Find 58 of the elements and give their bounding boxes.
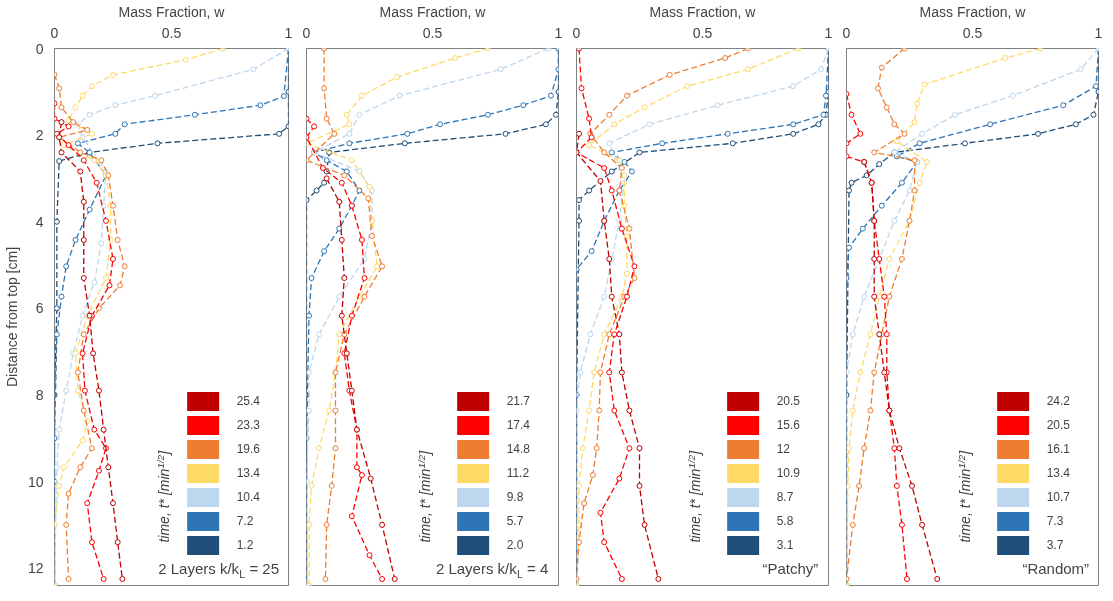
y-tick-label: 8 [35,386,44,403]
text: 13.4 [1046,466,1070,480]
x-tick-label: 1 [824,24,833,41]
x-tick-label: 0.5 [962,24,983,41]
y-tick-label: 4 [35,213,44,230]
x-tick-label: 0 [842,24,851,41]
x-tick-label: 0 [302,24,311,41]
legend-title: time, t* [min1/2] [955,449,973,543]
text: 7.3 [1046,514,1065,528]
legend-title: time, t* [min1/2] [685,449,703,543]
x-tick-label: 0.5 [161,24,182,41]
legend-label: 19.6 [236,442,260,456]
text: 3.7 [1046,538,1065,552]
y-tick-label: 10 [27,473,44,490]
x-axis-title: Mass Fraction, w [919,3,1027,20]
y-tick-label: 0 [35,40,44,57]
text: 10.7 [1046,490,1070,504]
annotation: “Random” [1022,560,1090,578]
text: 24.2 [1046,394,1070,408]
text: 5.7 [506,514,525,528]
x-axis-title: Mass Fraction, w [118,3,226,20]
y-axis-title: Distance from top [cm] [3,246,20,388]
y-tick-label: 2 [35,127,44,144]
text: 21.7 [506,394,530,408]
legend-label: 5.8 [776,514,795,528]
x-tick-label: 0 [50,24,59,41]
text: 20.5 [1046,418,1070,432]
legend-label: 13.4 [236,466,260,480]
legend-label: 15.6 [776,418,800,432]
legend-label: 20.5 [776,394,800,408]
legend-title: time, t* [min1/2] [415,449,433,543]
x-tick-label: 1 [1094,24,1103,41]
x-tick-label: 0.5 [692,24,713,41]
legend-label: 23.3 [236,418,260,432]
text: 9.8 [506,490,525,504]
x-tick-label: 1 [284,24,293,41]
legend-label: 10.9 [776,466,800,480]
legend-label: 3.1 [776,538,795,552]
text: 11.2 [506,466,530,480]
text: 17.4 [506,418,530,432]
text: 14.8 [506,442,530,456]
annotation: “Patchy” [762,560,819,578]
legend-label: 7.2 [236,514,255,528]
y-tick-label: 6 [35,300,44,317]
text: 16.1 [1046,442,1070,456]
x-tick-label: 1 [554,24,563,41]
legend-label: 8.7 [776,490,795,504]
legend-label: 10.4 [236,490,260,504]
legend-label: 1.2 [236,538,255,552]
x-tick-label: 0 [572,24,581,41]
legend-label: 12 [776,442,791,456]
y-tick-label: 12 [27,560,44,577]
x-axis-title: Mass Fraction, w [379,3,487,20]
x-axis-title: Mass Fraction, w [649,3,757,20]
legend-title: time, t* [min1/2] [154,449,172,543]
legend-label: 25.4 [236,394,260,408]
x-tick-label: 0.5 [422,24,443,41]
text: 2.0 [506,538,525,552]
